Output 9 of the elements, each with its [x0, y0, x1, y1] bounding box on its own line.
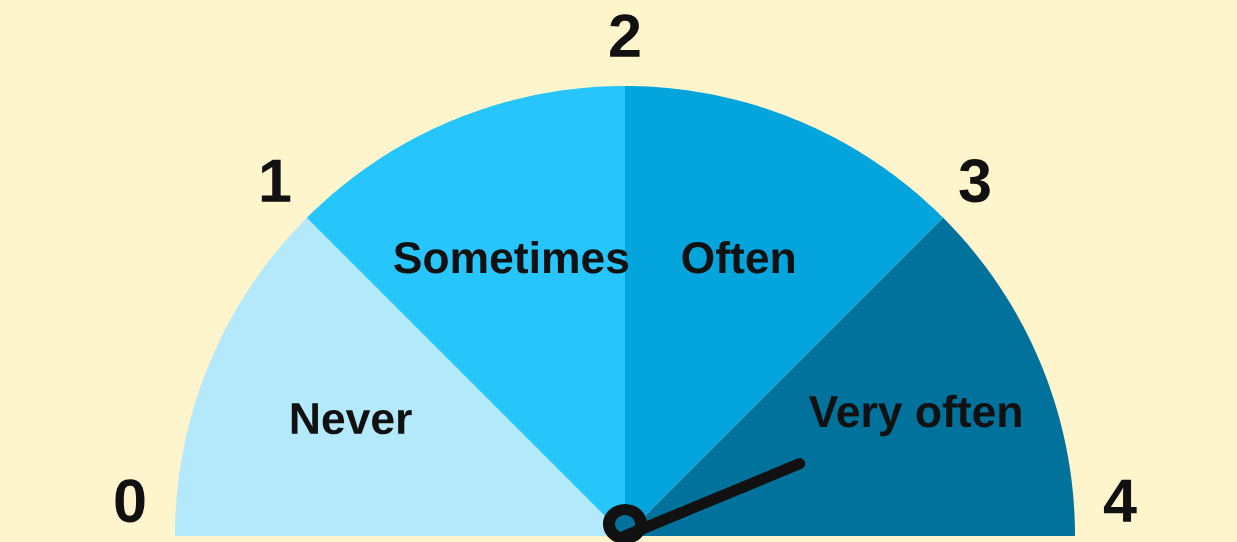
slice-label: Never	[291, 403, 412, 435]
text: 4	[1103, 479, 1137, 522]
text: 0	[115, 479, 145, 523]
slice-label: Very often	[808, 394, 1021, 437]
slice-label: Sometimes	[394, 240, 629, 274]
text: 3	[959, 159, 990, 203]
slice-label: Often	[682, 240, 794, 274]
text: 2	[610, 14, 640, 57]
text: 1	[261, 159, 291, 202]
